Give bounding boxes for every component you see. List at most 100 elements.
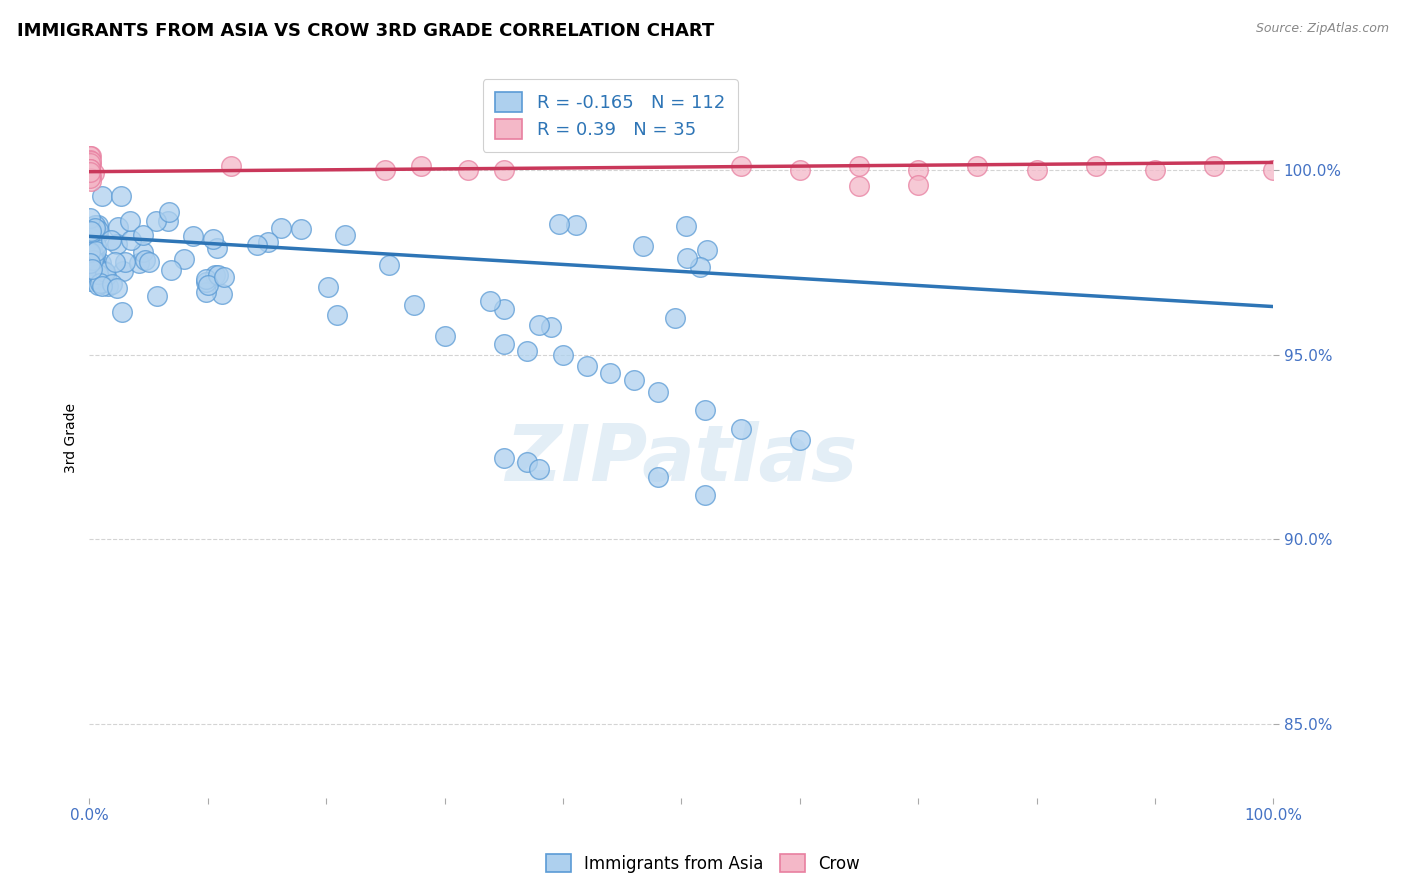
Point [325, 308, 347, 322]
Point [82, 224, 104, 238]
Point [79, 156, 101, 170]
Point [246, 237, 269, 252]
Point [197, 278, 219, 293]
Point [211, 287, 233, 301]
Point [492, 162, 515, 177]
Point [90, 256, 112, 270]
Point [270, 221, 292, 235]
Point [83, 166, 105, 180]
Point [87, 218, 110, 232]
Point [80, 227, 103, 241]
Point [492, 336, 515, 351]
Point [156, 214, 179, 228]
Point [87, 222, 110, 236]
Point [80, 157, 103, 171]
Point [79, 164, 101, 178]
Point [195, 272, 218, 286]
Point [848, 179, 870, 194]
Point [79, 245, 101, 260]
Point [204, 268, 226, 282]
Point [97, 279, 120, 293]
Point [132, 227, 155, 242]
Point [80, 174, 103, 188]
Point [789, 162, 811, 177]
Point [84, 244, 107, 258]
Point [374, 162, 396, 177]
Point [79, 162, 101, 177]
Point [83, 253, 105, 268]
Point [173, 252, 195, 267]
Point [730, 159, 752, 173]
Point [79, 168, 101, 182]
Point [79, 161, 101, 176]
Point [111, 304, 134, 318]
Point [402, 298, 425, 312]
Point [181, 229, 204, 244]
Point [80, 241, 103, 255]
Point [194, 275, 217, 289]
Point [1204, 159, 1226, 173]
Point [80, 169, 103, 183]
Text: ZIPatlas: ZIPatlas [505, 421, 858, 498]
Point [79, 159, 101, 173]
Point [91, 279, 114, 293]
Point [120, 214, 142, 228]
Point [79, 245, 101, 260]
Point [90, 188, 112, 202]
Point [84, 237, 107, 252]
Point [146, 289, 169, 303]
Point [134, 252, 156, 267]
Point [516, 455, 538, 469]
Point [195, 285, 218, 299]
Point [789, 433, 811, 447]
Point [647, 469, 669, 483]
Point [80, 149, 103, 163]
Point [105, 281, 128, 295]
Point [96, 269, 118, 284]
Point [623, 374, 645, 388]
Point [120, 233, 142, 247]
Point [333, 227, 356, 242]
Point [212, 269, 235, 284]
Point [907, 178, 929, 192]
Y-axis label: 3rd Grade: 3rd Grade [65, 403, 79, 473]
Point [80, 231, 103, 245]
Point [966, 159, 988, 173]
Point [160, 263, 183, 277]
Point [87, 227, 110, 241]
Point [647, 384, 669, 399]
Point [730, 421, 752, 435]
Point [207, 241, 229, 255]
Point [110, 188, 132, 202]
Point [79, 166, 101, 180]
Point [111, 263, 134, 277]
Point [575, 359, 598, 373]
Point [157, 204, 180, 219]
Point [79, 170, 101, 185]
Point [1143, 162, 1166, 177]
Point [516, 343, 538, 358]
Point [529, 318, 551, 332]
Point [101, 277, 124, 292]
Point [318, 280, 340, 294]
Point [84, 218, 107, 232]
Text: Source: ZipAtlas.com: Source: ZipAtlas.com [1256, 22, 1389, 36]
Point [551, 348, 574, 362]
Point [145, 213, 167, 227]
Point [492, 451, 515, 466]
Point [79, 256, 101, 270]
Point [80, 154, 103, 169]
Point [79, 267, 101, 281]
Point [675, 219, 697, 234]
Legend: Immigrants from Asia, Crow: Immigrants from Asia, Crow [538, 847, 868, 880]
Point [80, 239, 103, 253]
Point [1025, 162, 1047, 177]
Point [457, 162, 479, 177]
Point [599, 366, 621, 380]
Legend: R = -0.165   N = 112, R = 0.39   N = 35: R = -0.165 N = 112, R = 0.39 N = 35 [482, 79, 738, 152]
Point [82, 252, 104, 267]
Point [89, 276, 111, 290]
Point [107, 219, 129, 234]
Point [83, 249, 105, 263]
Point [79, 165, 101, 179]
